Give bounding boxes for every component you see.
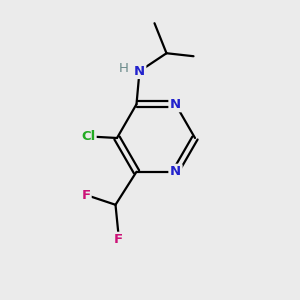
Text: F: F (82, 189, 91, 202)
Text: F: F (114, 233, 123, 246)
Text: H: H (119, 62, 129, 75)
Text: N: N (134, 65, 145, 78)
Text: N: N (170, 98, 181, 111)
Text: N: N (170, 165, 181, 178)
Text: Cl: Cl (81, 130, 96, 143)
